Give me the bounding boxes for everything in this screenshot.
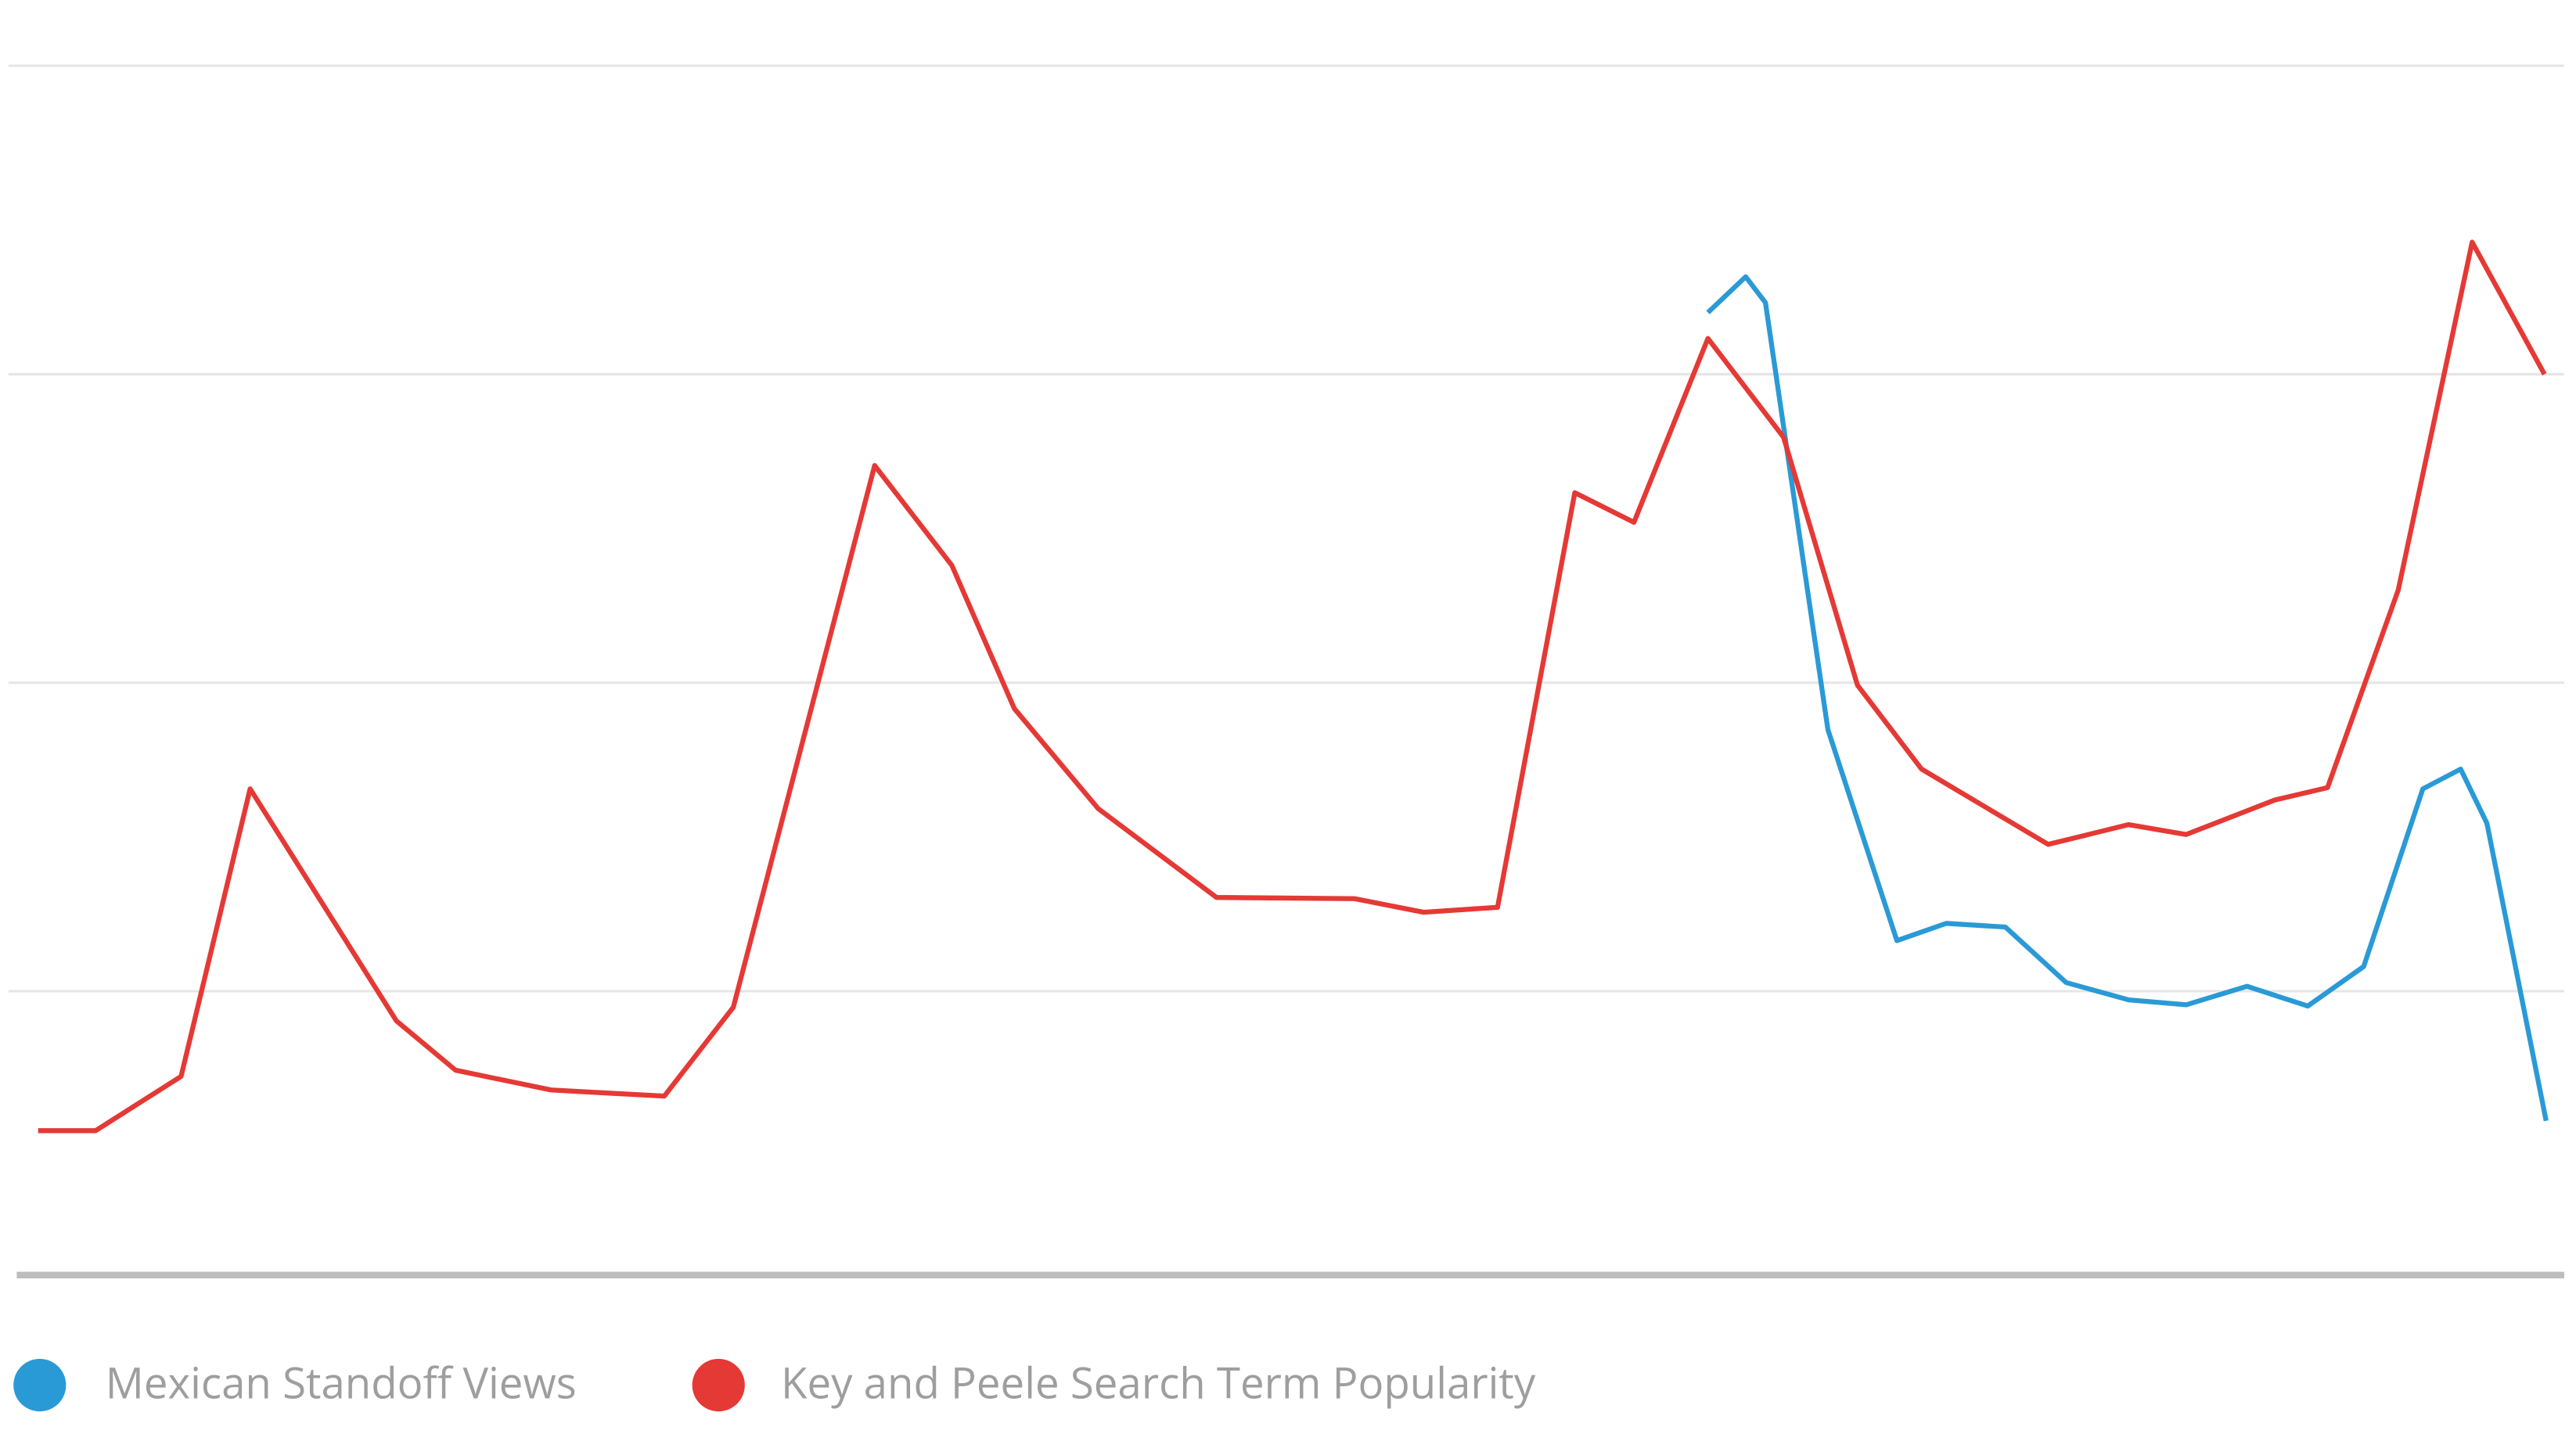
legend-label: Key and Peele Search Term Popularity xyxy=(781,1353,1536,1410)
legend-label: Mexican Standoff Views xyxy=(106,1353,577,1410)
legend-marker xyxy=(13,1358,67,1412)
legend-marker xyxy=(692,1358,745,1412)
data-line xyxy=(1706,274,2549,1122)
data-line xyxy=(38,239,2547,1134)
